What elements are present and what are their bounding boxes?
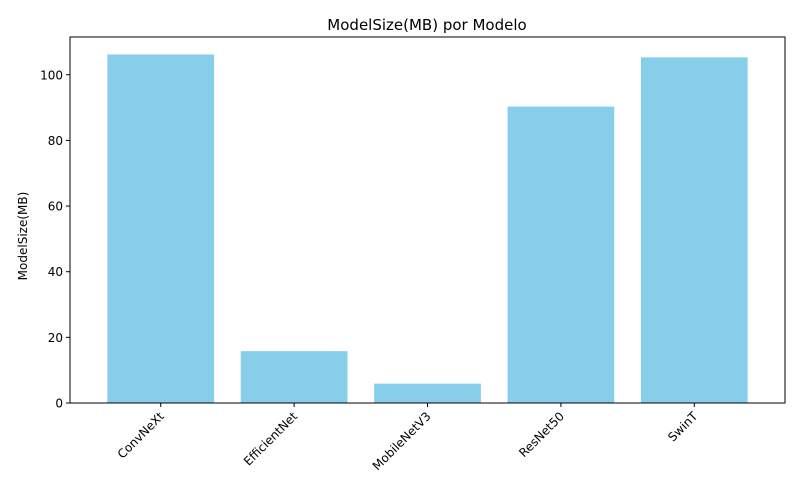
y-tick-label: 80 xyxy=(48,134,63,148)
bar-resnet50 xyxy=(507,106,615,403)
y-axis-label: ModelSize(MB) xyxy=(16,192,30,281)
bar-mobilenetv3 xyxy=(374,383,481,403)
x-axis-ticks: ConvNeXt EfficientNet MobileNetV3 ResNet50 S… xyxy=(115,403,701,473)
x-tick-label: ConvNeXt xyxy=(115,409,167,461)
x-tick-label: EfficientNet xyxy=(241,409,301,469)
y-tick-label: 100 xyxy=(40,68,63,82)
x-tick-label: ResNet50 xyxy=(516,409,567,460)
bars-layer xyxy=(107,54,748,404)
bar-swint xyxy=(640,57,748,403)
x-tick-label: SwinT xyxy=(665,409,701,445)
y-tick-label: 20 xyxy=(48,331,63,345)
bar-convnext xyxy=(107,54,215,404)
bar-efficientnet xyxy=(240,351,348,403)
chart-title: ModelSize(MB) por Modelo xyxy=(327,16,526,34)
x-tick-label: MobileNetV3 xyxy=(370,409,434,473)
y-tick-label: 40 xyxy=(48,265,63,279)
y-axis-ticks: 0 20 40 60 80 100 xyxy=(40,68,70,411)
y-tick-label: 0 xyxy=(55,397,63,411)
y-tick-label: 60 xyxy=(48,200,63,214)
plot-frame xyxy=(69,36,786,404)
